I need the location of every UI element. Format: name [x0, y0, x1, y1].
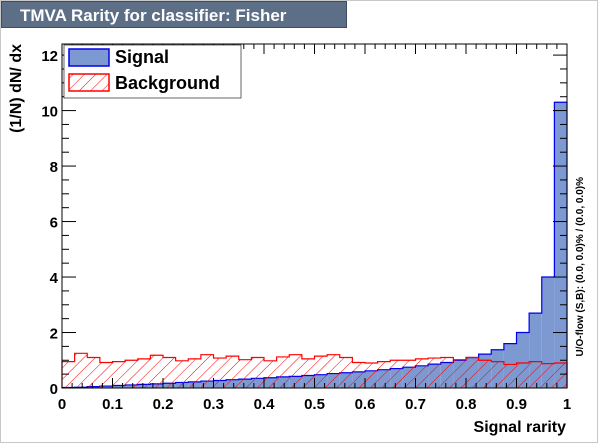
background-bar	[516, 363, 530, 388]
background-bar	[276, 356, 290, 388]
background-bar	[377, 361, 391, 388]
background-bar	[440, 357, 454, 388]
background-bar	[314, 356, 328, 388]
background-bar	[238, 359, 252, 388]
plot-area	[62, 44, 567, 388]
background-bar	[137, 358, 151, 388]
background-bar	[415, 358, 429, 388]
background-bar	[365, 363, 378, 388]
x-tick-label: 0	[58, 396, 66, 413]
background-bar	[390, 360, 403, 388]
y-tick-label: 8	[50, 159, 58, 176]
y-tick-label: 6	[50, 215, 58, 232]
background-bar	[213, 358, 227, 388]
background-bar	[188, 358, 201, 388]
x-tick-label: 0.8	[456, 396, 477, 413]
x-tick-label: 0.9	[506, 396, 527, 413]
legend-signal-label: Signal	[115, 47, 169, 67]
x-tick-label: 1	[563, 396, 571, 413]
signal-bar	[554, 102, 568, 388]
background-bar	[554, 363, 568, 388]
background-bar	[289, 354, 302, 388]
overflow-note: U/O-flow (S,B): (0.0, 0.0)% / (0.0, 0.0)…	[575, 177, 586, 357]
background-bar	[428, 358, 441, 388]
background-bar	[503, 364, 517, 388]
background-bar	[175, 360, 189, 388]
y-tick-label: 4	[50, 270, 59, 287]
legend-background-swatch	[68, 73, 110, 92]
background-bar	[150, 355, 164, 388]
x-tick-label: 0.5	[304, 396, 325, 413]
y-axis-label: (1/N) dN/ dx	[8, 44, 25, 133]
legend-background-label: Background	[115, 73, 220, 93]
background-bar	[529, 361, 542, 388]
x-axis-label: Signal rarity	[474, 419, 567, 436]
background-bar	[74, 353, 88, 388]
y-tick-label: 0	[50, 381, 58, 398]
y-tick-label: 12	[41, 48, 58, 65]
background-bar	[352, 362, 366, 388]
background-bars	[61, 352, 568, 388]
background-bar	[264, 360, 277, 388]
background-bar	[112, 361, 126, 388]
background-outline	[61, 352, 568, 388]
x-tick-label: 0.2	[153, 396, 174, 413]
legend: Signal Background	[63, 44, 242, 99]
x-tick-label: 0.6	[355, 396, 376, 413]
background-bar	[327, 354, 340, 388]
background-bar	[125, 360, 138, 388]
background-bar	[251, 357, 265, 388]
x-tick-label: 0.1	[102, 396, 123, 413]
background-bar	[99, 362, 113, 388]
background-bar	[226, 356, 239, 388]
y-tick-label: 10	[41, 104, 58, 121]
background-bar	[339, 357, 353, 388]
chart-title: TMVA Rarity for classifier: Fisher	[1, 1, 347, 28]
x-tick-label: 0.7	[405, 396, 426, 413]
background-bar	[200, 354, 214, 388]
background-bar	[163, 357, 176, 388]
background-bar	[466, 357, 479, 388]
background-bar	[478, 360, 492, 388]
x-tick-label: 0.4	[254, 396, 276, 413]
background-bar	[402, 360, 416, 388]
background-bar	[541, 363, 555, 388]
background-bar	[87, 357, 100, 388]
background-bar	[301, 358, 315, 388]
y-tick-label: 2	[50, 326, 58, 343]
signal-bar	[541, 277, 555, 388]
background-bar	[453, 359, 467, 388]
background-bar	[62, 361, 75, 388]
x-tick-label: 0.3	[203, 396, 224, 413]
background-bar	[491, 361, 504, 388]
legend-signal-swatch	[68, 48, 110, 67]
